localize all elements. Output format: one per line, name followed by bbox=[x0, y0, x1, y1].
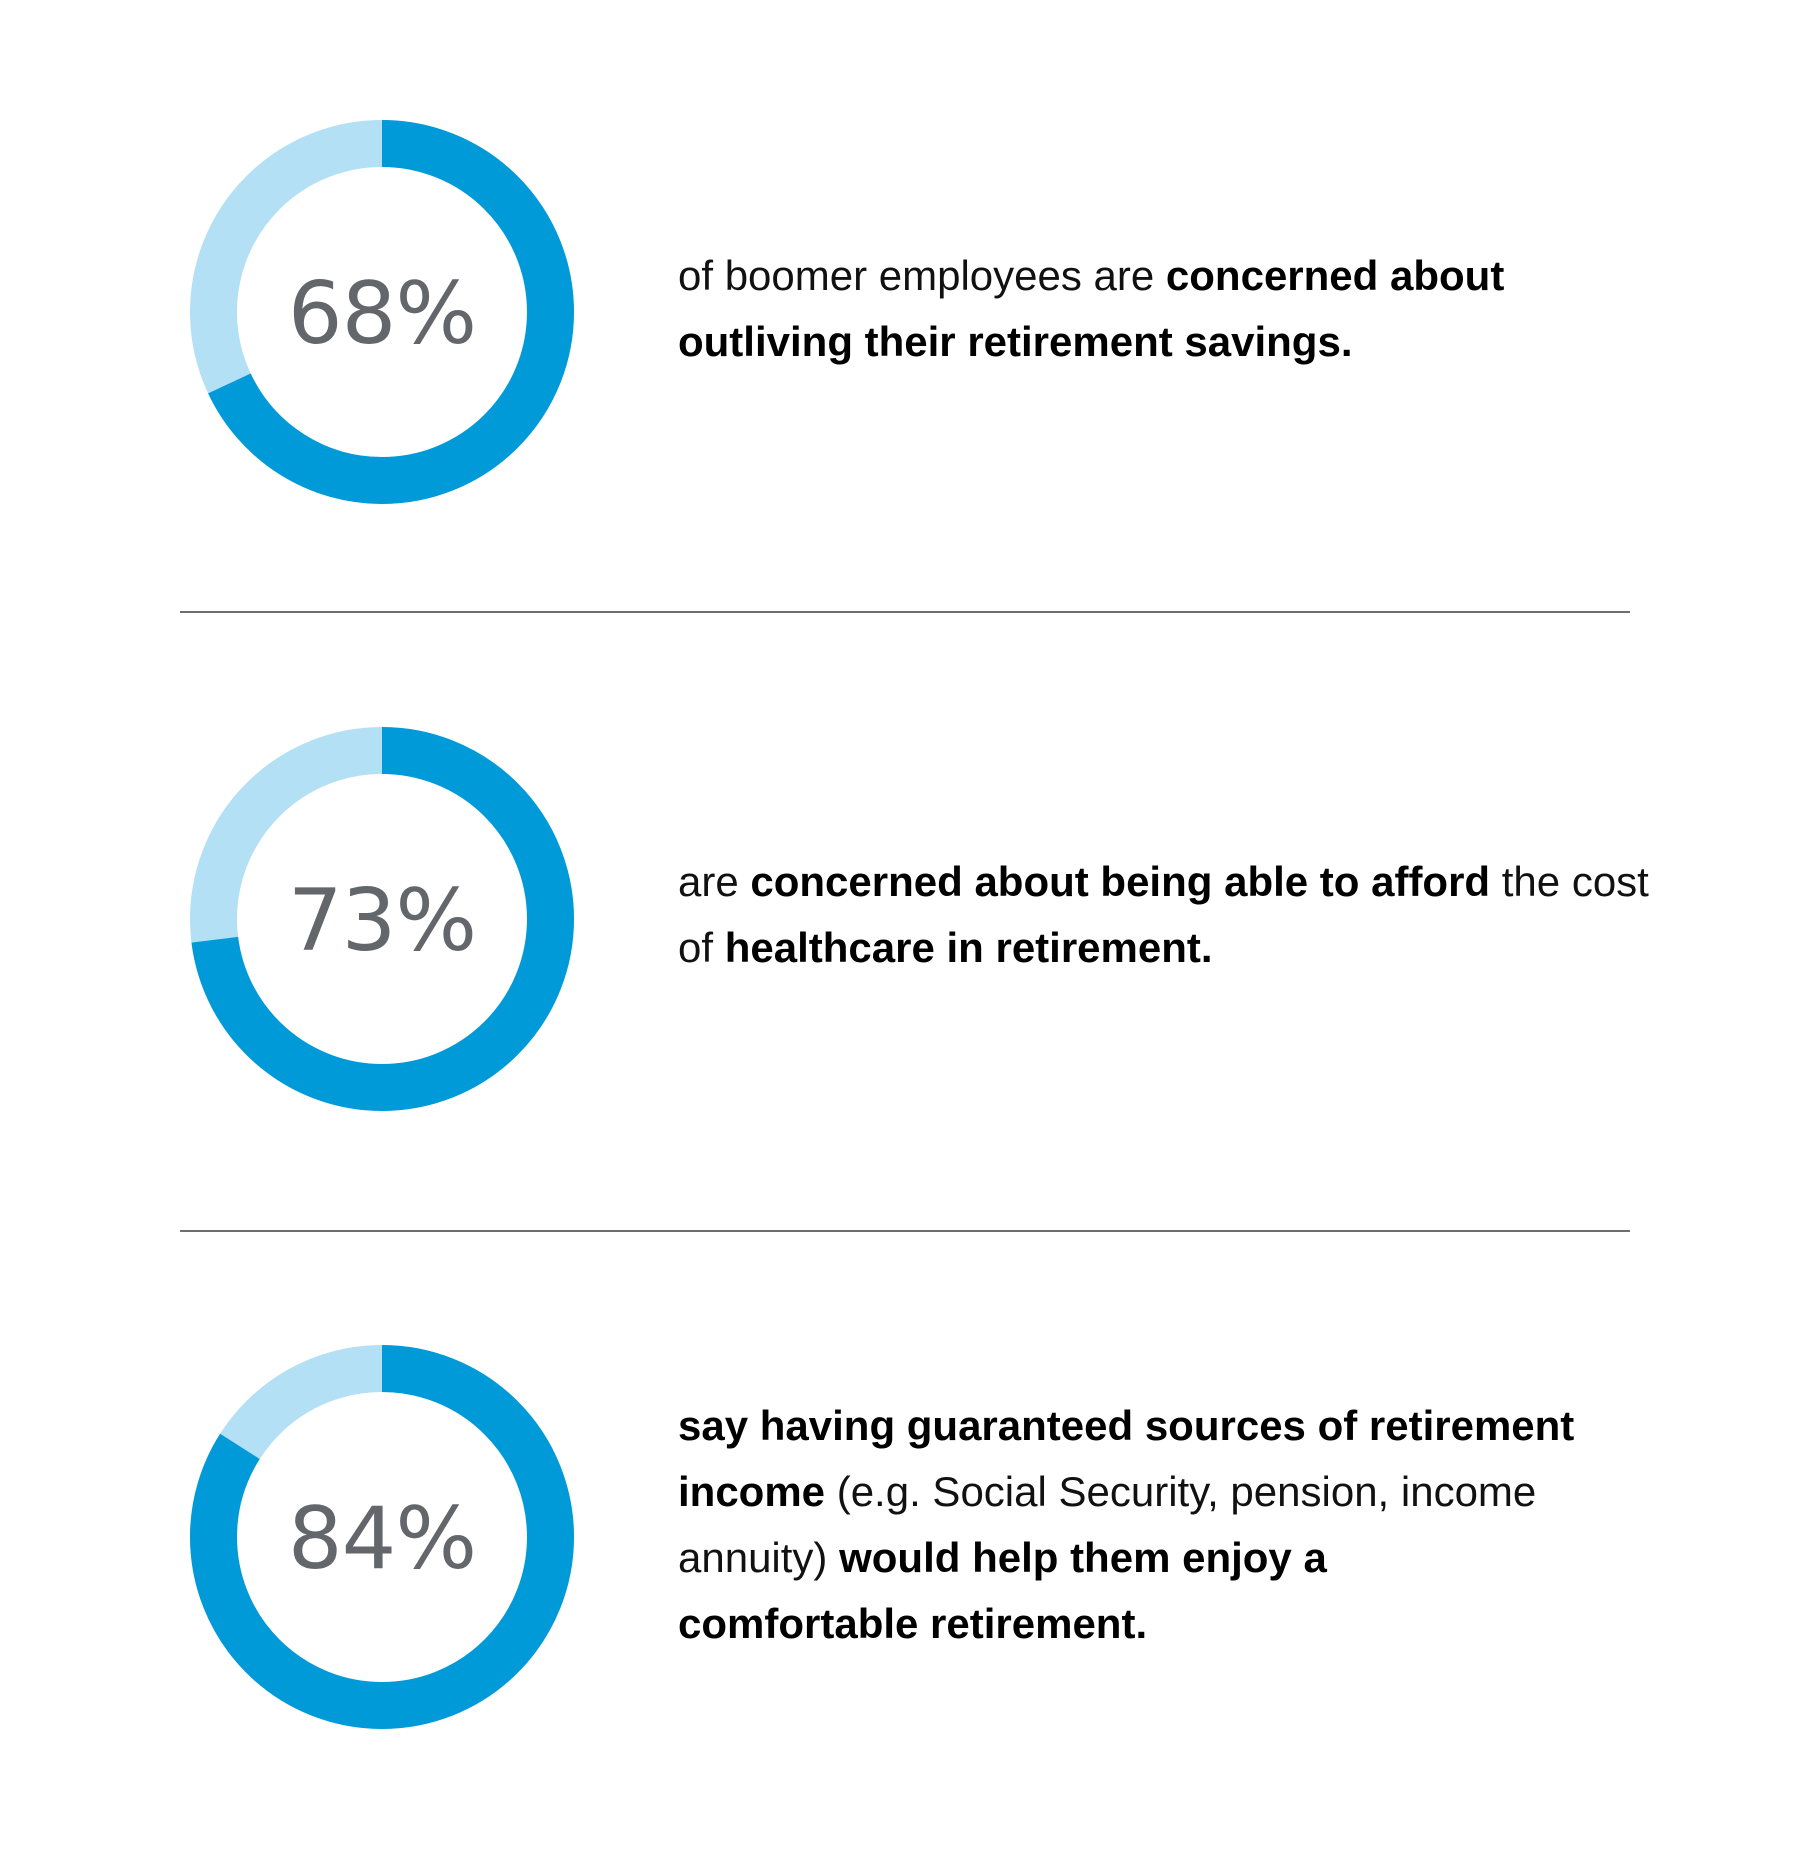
divider bbox=[180, 1230, 1630, 1232]
donut-chart-3: 84% bbox=[190, 1345, 574, 1729]
stat-value: 73% bbox=[287, 871, 477, 971]
caption-bold-text: healthcare in retirement. bbox=[724, 924, 1213, 971]
divider bbox=[180, 611, 1630, 613]
caption-bold-text: would help them enjoy a comfortable reti… bbox=[678, 1534, 1327, 1647]
stat-value: 84% bbox=[287, 1489, 477, 1589]
donut-chart-1: 68% bbox=[190, 120, 574, 504]
caption-text: of boomer employees are bbox=[678, 252, 1166, 299]
donut-value-segment bbox=[190, 120, 574, 504]
stat-value: 68% bbox=[287, 264, 477, 364]
donut-chart-2: 73% bbox=[190, 727, 574, 1111]
donut-value-segment bbox=[190, 727, 574, 1111]
stat-caption: are concerned about being able to afford… bbox=[678, 849, 1658, 981]
donut-ring-icon bbox=[190, 120, 574, 504]
caption-bold-text: say having guaranteed sources of retirem… bbox=[678, 1402, 1575, 1515]
caption-text: (e.g. Social Security, pension, income a… bbox=[678, 1468, 1537, 1581]
donut-value-segment bbox=[190, 1345, 574, 1729]
caption-bold-text: concerned about being able to afford bbox=[750, 858, 1491, 905]
stat-caption: say having guaranteed sources of retirem… bbox=[678, 1393, 1578, 1657]
stat-caption: of boomer employees are concerned about … bbox=[678, 243, 1638, 375]
caption-bold-text: concerned about outliving their retireme… bbox=[678, 252, 1505, 365]
caption-text: the cost of bbox=[678, 858, 1649, 971]
donut-ring-icon bbox=[190, 1345, 574, 1729]
caption-text: are bbox=[678, 858, 751, 905]
donut-ring-icon bbox=[190, 727, 574, 1111]
